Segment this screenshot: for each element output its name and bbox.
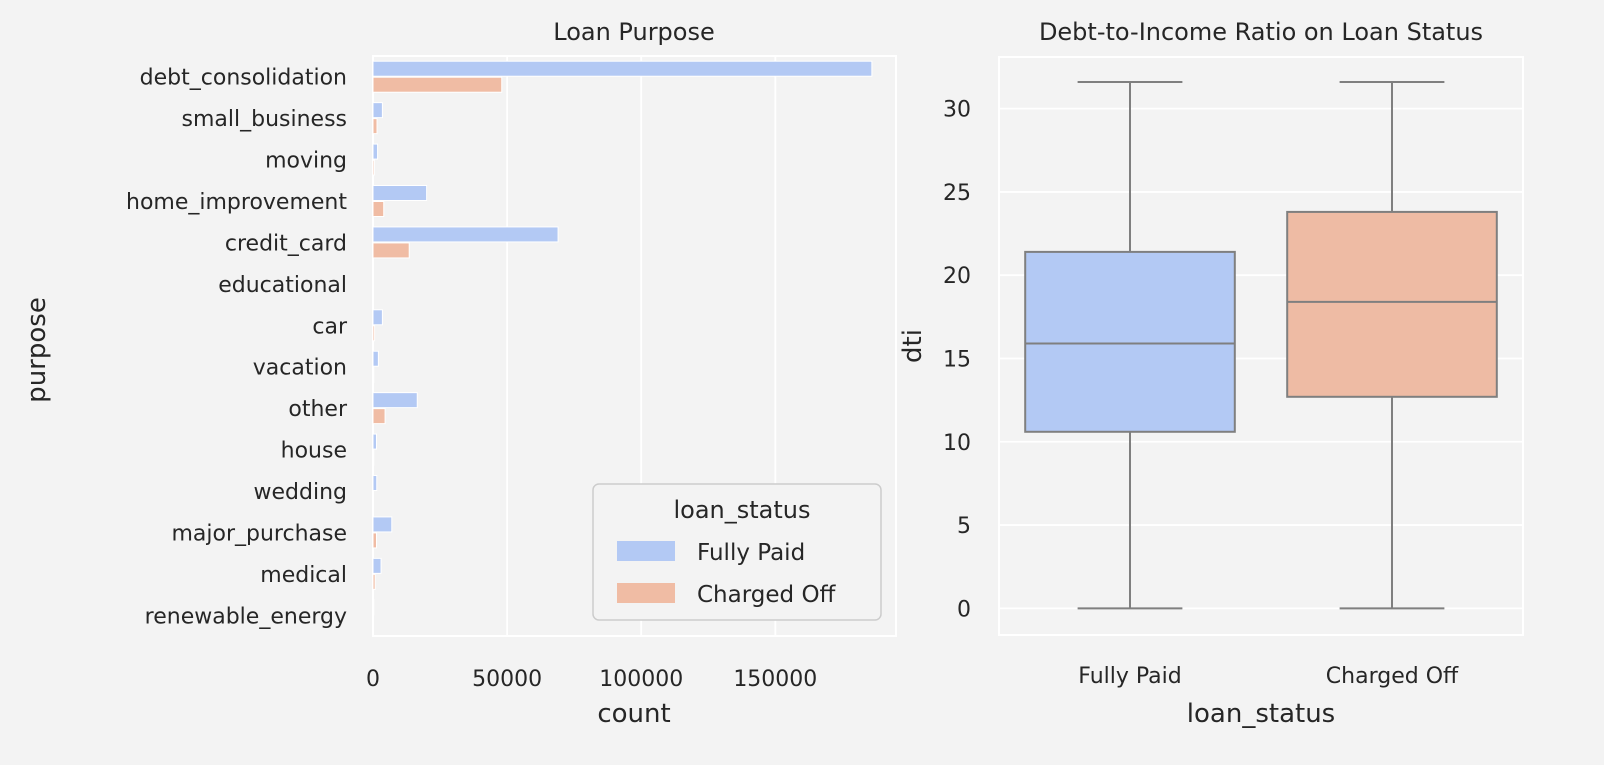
loan-purpose-title: Loan Purpose — [553, 18, 715, 46]
purpose-label-other: other — [288, 397, 348, 422]
bar-credit-card-charged-off — [372, 242, 410, 259]
bar-debt-consolidation-fully-paid — [372, 60, 873, 77]
purpose-label-major-purchase: major_purchase — [171, 521, 347, 546]
bar-moving-fully-paid — [372, 143, 379, 160]
bar-wedding-charged-off — [372, 491, 375, 507]
dti-tick-label: 5 — [957, 514, 971, 539]
bar-small-business-charged-off — [372, 118, 378, 135]
loan-purpose-bars — [372, 60, 873, 632]
dti-tick-label: 25 — [943, 181, 971, 206]
count-tick-labels: 0 50000 100000 150000 — [366, 667, 817, 692]
legend-title: loan_status — [673, 496, 810, 524]
dti-tick-label: 10 — [943, 431, 971, 456]
count-tick-label: 50000 — [472, 667, 542, 692]
purpose-label-car: car — [312, 314, 348, 339]
purpose-label-vacation: vacation — [253, 356, 347, 381]
loan-status-tick-fully-paid: Fully Paid — [1078, 664, 1181, 689]
dti-boxes — [1024, 80, 1498, 610]
legend-swatch-fully-paid — [617, 541, 675, 561]
purpose-label-debt-consolidation: debt_consolidation — [140, 66, 347, 91]
bar-major-purchase-fully-paid — [372, 516, 393, 533]
box-fully-paid — [1024, 250, 1236, 433]
bar-credit-card-fully-paid — [372, 226, 559, 243]
purpose-label-wedding: wedding — [254, 480, 347, 505]
bar-vacation-fully-paid — [372, 350, 379, 367]
legend-swatch-charged-off — [617, 583, 675, 603]
loan-status-tick-labels: Fully Paid Charged Off — [1078, 664, 1459, 689]
bar-home-improvement-charged-off — [372, 201, 385, 217]
count-tick-label: 150000 — [733, 667, 817, 692]
purpose-label-educational: educational — [218, 273, 347, 298]
dti-tick-label: 15 — [943, 347, 971, 372]
bar-major-purchase-charged-off — [372, 532, 377, 549]
loan-status-tick-charged-off: Charged Off — [1326, 664, 1459, 689]
dti-box-plot: 0 5 10 15 20 25 30 Fully Paid Charged Off Debt-… — [898, 18, 1524, 729]
bar-vacation-charged-off — [372, 366, 375, 383]
bar-educational-fully-paid — [372, 267, 375, 284]
dti-chart-title: Debt-to-Income Ratio on Loan Status — [1039, 18, 1483, 46]
purpose-label-small-business: small_business — [182, 107, 347, 132]
bar-house-fully-paid — [372, 433, 377, 450]
bar-medical-fully-paid — [372, 557, 382, 574]
bar-other-charged-off — [372, 408, 386, 425]
purpose-label-medical: medical — [260, 563, 347, 588]
bar-car-fully-paid — [372, 309, 383, 326]
dti-tick-label: 20 — [943, 264, 971, 289]
count-axis-label: count — [597, 699, 670, 729]
bar-house-charged-off — [372, 449, 375, 466]
legend-label-charged-off: Charged Off — [697, 582, 837, 608]
purpose-label-house: house — [281, 439, 347, 464]
dti-tick-label: 0 — [957, 597, 971, 622]
purpose-label-home-improvement: home_improvement — [126, 190, 347, 215]
purpose-label-credit-card: credit_card — [225, 231, 347, 256]
bar-medical-charged-off — [372, 573, 376, 590]
bar-debt-consolidation-charged-off — [372, 76, 503, 93]
bar-small-business-fully-paid — [372, 102, 383, 119]
box-charged-off — [1286, 210, 1498, 398]
purpose-axis-label: purpose — [22, 297, 52, 403]
purpose-label-renewable-energy: renewable_energy — [145, 604, 347, 629]
purpose-label-moving: moving — [265, 149, 347, 174]
bar-home-improvement-fully-paid — [372, 185, 428, 201]
loan-status-legend: loan_status Fully Paid Charged Off — [592, 483, 882, 621]
dti-axis-label: dti — [898, 329, 928, 363]
bar-moving-charged-off — [372, 159, 375, 176]
bar-wedding-fully-paid — [372, 475, 378, 491]
legend-label-fully-paid: Fully Paid — [697, 540, 805, 566]
bar-car-charged-off — [372, 325, 376, 342]
count-tick-label: 100000 — [599, 667, 683, 692]
dti-tick-labels: 0 5 10 15 20 25 30 — [943, 98, 971, 623]
loan-status-axis-label: loan_status — [1187, 699, 1335, 729]
dti-tick-label: 30 — [943, 98, 971, 123]
bar-renewable-energy-fully-paid — [372, 599, 375, 616]
count-tick-label: 0 — [366, 667, 380, 692]
bar-other-fully-paid — [372, 392, 418, 409]
